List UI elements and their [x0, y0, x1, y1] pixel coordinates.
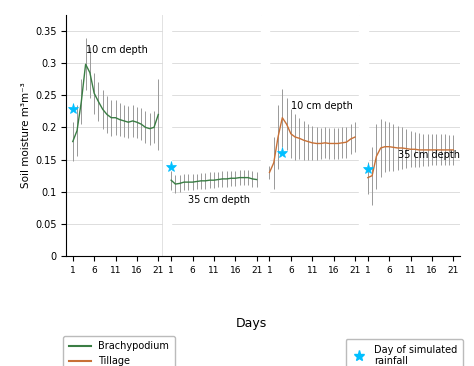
Text: 35 cm depth: 35 cm depth [188, 195, 250, 205]
Text: 10 cm depth: 10 cm depth [291, 101, 353, 111]
Bar [163, 15, 171, 256]
Bar [359, 15, 368, 256]
Text: 10 cm depth: 10 cm depth [86, 45, 147, 55]
Legend: Day of simulated
rainfall: Day of simulated rainfall [346, 339, 463, 366]
Bar [261, 15, 270, 256]
Text: 35 cm depth: 35 cm depth [398, 150, 460, 160]
Y-axis label: Soil moisture m³m⁻³: Soil moisture m³m⁻³ [21, 83, 31, 188]
Text: Days: Days [236, 317, 267, 330]
